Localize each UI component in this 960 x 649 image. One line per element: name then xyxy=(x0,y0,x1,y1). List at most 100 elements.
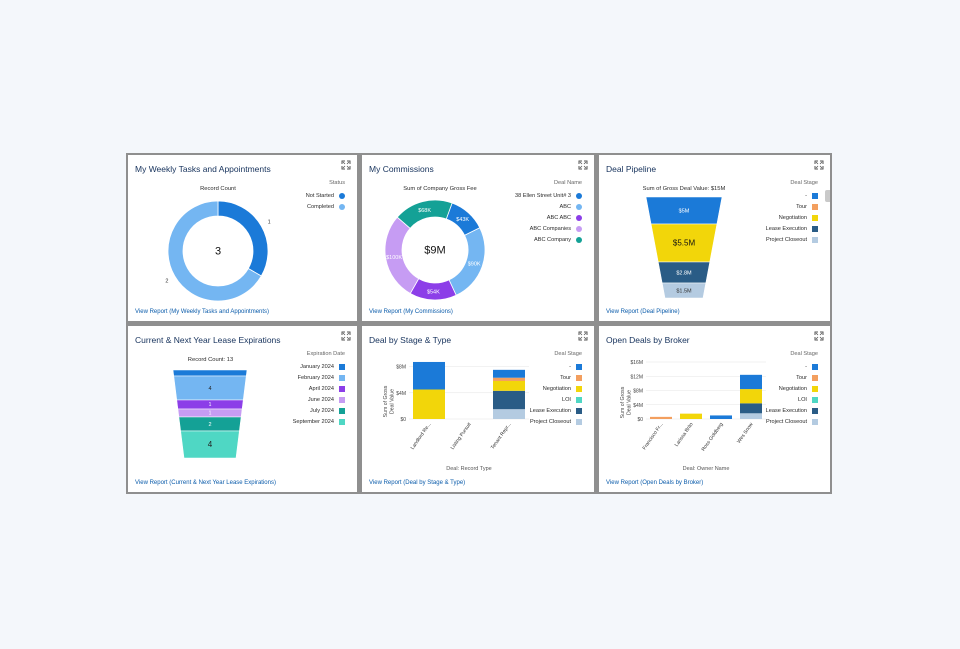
funnel-label: 2 xyxy=(208,422,211,428)
bar-segment xyxy=(413,361,445,390)
legend-swatch xyxy=(812,225,818,232)
legend-item[interactable]: Tour xyxy=(530,372,582,383)
x-tick-label: Tenant Repr... xyxy=(490,422,513,451)
bar-segment xyxy=(413,389,445,419)
legend-item[interactable]: ABC Company xyxy=(515,234,582,245)
legend-item[interactable]: - xyxy=(766,361,818,372)
legend-item[interactable]: ABC ABC xyxy=(515,212,582,223)
chart-title: Record Count xyxy=(200,186,236,192)
card-title: Current & Next Year Lease Expirations xyxy=(135,335,281,345)
y-tick-label: $0 xyxy=(637,417,643,423)
donut-slice xyxy=(217,200,269,277)
donut-center-label: 3 xyxy=(215,246,221,258)
legend-item[interactable]: LOI xyxy=(766,394,818,405)
legend-scroll-handle[interactable] xyxy=(825,190,830,202)
view-report-link[interactable]: View Report (Deal by Stage & Type) xyxy=(369,480,466,486)
legend-item[interactable]: Project Closeout xyxy=(766,416,818,427)
bar-segment xyxy=(493,377,525,381)
card-lease-expirations: Current & Next Year Lease Expirations Re… xyxy=(128,326,357,492)
card-my-commissions: My Commissions Sum of Company Gross Fee … xyxy=(362,155,594,321)
card-title: Deal Pipeline xyxy=(606,164,657,174)
legend-swatch xyxy=(812,236,818,243)
view-report-link[interactable]: View Report (Deal Pipeline) xyxy=(606,309,680,315)
legend-item[interactable]: Negotiation xyxy=(766,212,818,223)
expand-icon[interactable] xyxy=(578,331,588,341)
legend-swatch xyxy=(339,396,345,403)
legend-swatch xyxy=(339,203,345,210)
legend: Expiration Date January 2024 February 20… xyxy=(293,351,345,427)
card-open-deals-by-broker: Open Deals by Broker $0 $4M $8M $12M $16M Fra… xyxy=(599,326,830,492)
view-report-link[interactable]: View Report (My Commissions) xyxy=(369,309,453,315)
view-report-link[interactable]: View Report (Current & Next Year Lease E… xyxy=(135,480,276,486)
legend-item[interactable]: Negotiation xyxy=(766,383,818,394)
legend-swatch xyxy=(576,385,582,392)
legend-swatch xyxy=(576,374,582,381)
funnel-label: $1.5M xyxy=(676,288,692,294)
legend-item[interactable]: ABC Companies xyxy=(515,223,582,234)
chart-title: Record Count: 13 xyxy=(187,357,234,363)
legend-item[interactable]: June 2024 xyxy=(293,394,345,405)
legend-item[interactable]: September 2024 xyxy=(293,416,345,427)
legend-swatch xyxy=(576,418,582,425)
legend-swatch xyxy=(812,407,818,414)
expand-icon[interactable] xyxy=(814,331,824,341)
card-title: Open Deals by Broker xyxy=(606,335,690,345)
legend-swatch xyxy=(576,225,582,232)
donut-slice xyxy=(396,199,453,229)
y-axis-title-line: Sum of Gross xyxy=(383,385,389,417)
legend-item[interactable]: Project Closeout xyxy=(530,416,582,427)
bar-segment xyxy=(680,413,702,419)
legend-item[interactable]: Lease Execution xyxy=(530,405,582,416)
dashboard-grid: My Weekly Tasks and Appointments Record … xyxy=(126,153,832,494)
card-title: My Commissions xyxy=(369,164,434,174)
bar-segment xyxy=(710,415,732,419)
legend-item[interactable]: - xyxy=(766,190,818,201)
legend-item[interactable]: July 2024 xyxy=(293,405,345,416)
expand-icon[interactable] xyxy=(341,331,351,341)
legend-item[interactable]: Negotiation xyxy=(530,383,582,394)
legend-swatch xyxy=(576,407,582,414)
expand-icon[interactable] xyxy=(341,160,351,170)
legend-item[interactable]: April 2024 xyxy=(293,383,345,394)
view-report-link[interactable]: View Report (My Weekly Tasks and Appoint… xyxy=(135,309,270,315)
legend-item[interactable]: Completed xyxy=(306,201,345,212)
legend-item[interactable]: ABC xyxy=(515,201,582,212)
x-axis-title: Deal: Owner Name xyxy=(683,466,730,472)
view-report-link[interactable]: View Report (Open Deals by Broker) xyxy=(606,480,704,486)
funnel-label: $2.8M xyxy=(676,270,692,276)
donut-chart: $43K $90K $54K $100K $68K $9M xyxy=(384,199,486,301)
legend-swatch xyxy=(576,192,582,199)
legend-swatch xyxy=(812,385,818,392)
legend: Deal Name 38 Ellen Street Unit# 3 ABC AB… xyxy=(515,180,582,245)
legend-item[interactable]: Lease Execution xyxy=(766,405,818,416)
legend-item[interactable]: - xyxy=(530,361,582,372)
legend-swatch xyxy=(339,363,345,370)
x-tick-label: Larissa Brito xyxy=(674,422,695,448)
expand-icon[interactable] xyxy=(578,160,588,170)
legend-item[interactable]: January 2024 xyxy=(293,361,345,372)
bar-segment xyxy=(740,389,762,404)
legend-item[interactable]: Not Started xyxy=(306,190,345,201)
legend-swatch xyxy=(812,418,818,425)
bar-segment xyxy=(740,374,762,390)
y-tick-label: $8M xyxy=(396,365,406,371)
legend-item[interactable]: Lease Execution xyxy=(766,223,818,234)
donut-slice xyxy=(167,200,262,302)
legend-item[interactable]: Tour xyxy=(766,201,818,212)
slice-label: $100K xyxy=(386,255,402,261)
funnel-segment xyxy=(180,430,240,459)
bar-segment xyxy=(740,403,762,414)
legend-item[interactable]: 38 Ellen Street Unit# 3 xyxy=(515,190,582,201)
slice-label: $54K xyxy=(427,289,440,295)
legend-title: Deal Name xyxy=(554,180,582,186)
legend-swatch xyxy=(339,385,345,392)
legend-item[interactable]: LOI xyxy=(530,394,582,405)
legend-swatch xyxy=(812,214,818,221)
legend-item[interactable]: Project Closeout xyxy=(766,234,818,245)
legend-item[interactable]: February 2024 xyxy=(293,372,345,383)
expand-icon[interactable] xyxy=(814,160,824,170)
legend: Status Not Started Completed xyxy=(306,180,345,212)
slice-label: 1 xyxy=(268,220,271,226)
legend-item[interactable]: Tour xyxy=(766,372,818,383)
legend-swatch xyxy=(812,363,818,370)
